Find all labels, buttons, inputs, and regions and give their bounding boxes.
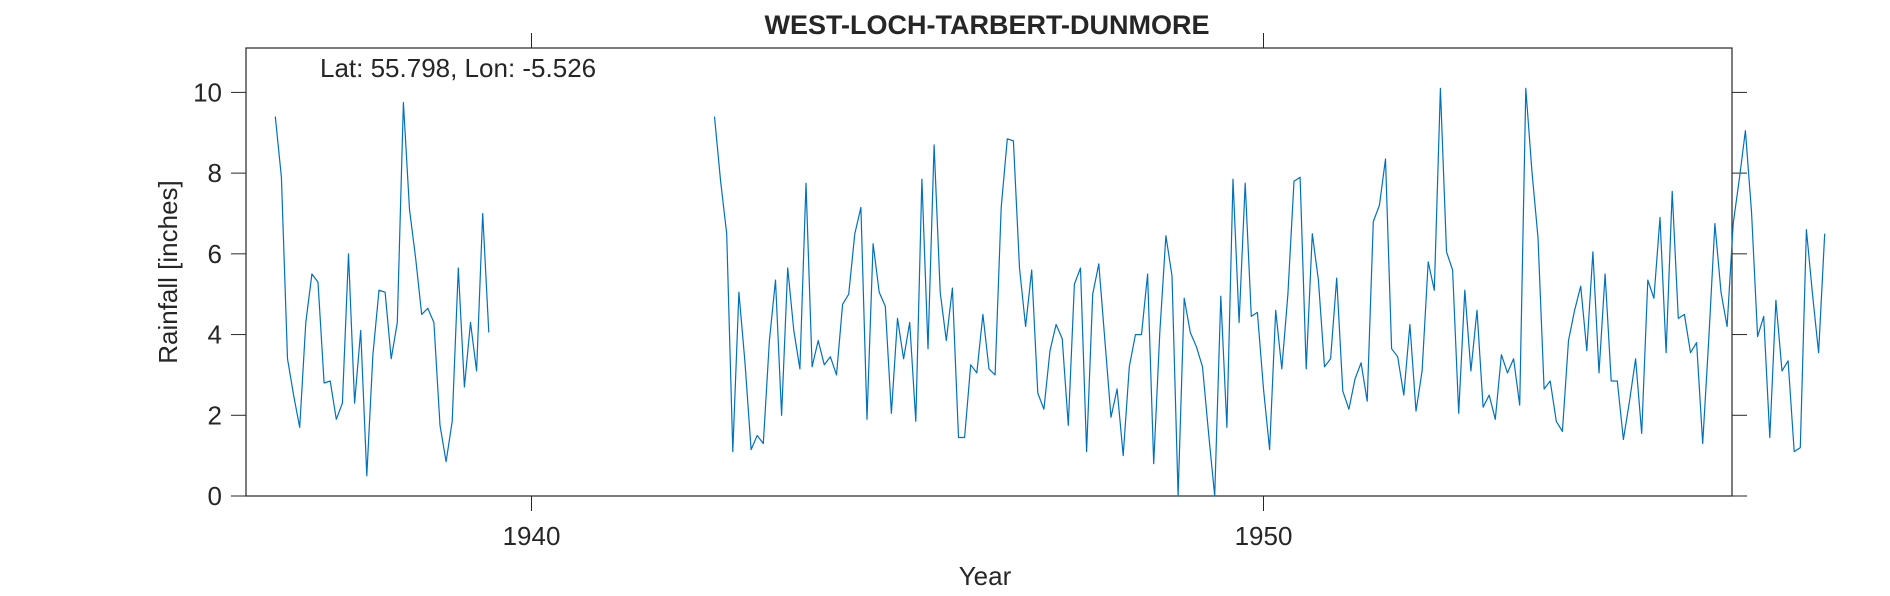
y-axis-label: Rainfall [inches] (153, 180, 183, 364)
y-tick-label: 4 (208, 320, 222, 350)
location-annotation: Lat: 55.798, Lon: -5.526 (320, 53, 596, 83)
plot-area (245, 47, 1733, 497)
y-tick-label: 6 (208, 239, 222, 269)
y-tick-label: 0 (208, 481, 222, 511)
rainfall-series (274, 87, 1826, 497)
chart-title: WEST-LOCH-TARBERT-DUNMORE (765, 10, 1210, 40)
axis-ticks (231, 33, 1747, 511)
y-tick-label: 10 (193, 77, 222, 107)
x-tick-label: 1940 (503, 521, 561, 551)
x-tick-label: 1950 (1235, 521, 1293, 551)
y-tick-labels: 0 2 4 6 8 10 (193, 77, 222, 511)
rainfall-line (274, 87, 1826, 497)
x-tick-labels: 1940 1950 (503, 521, 1293, 551)
y-tick-label: 2 (208, 400, 222, 430)
y-tick-label: 8 (208, 158, 222, 188)
x-axis-label: Year (959, 561, 1012, 591)
